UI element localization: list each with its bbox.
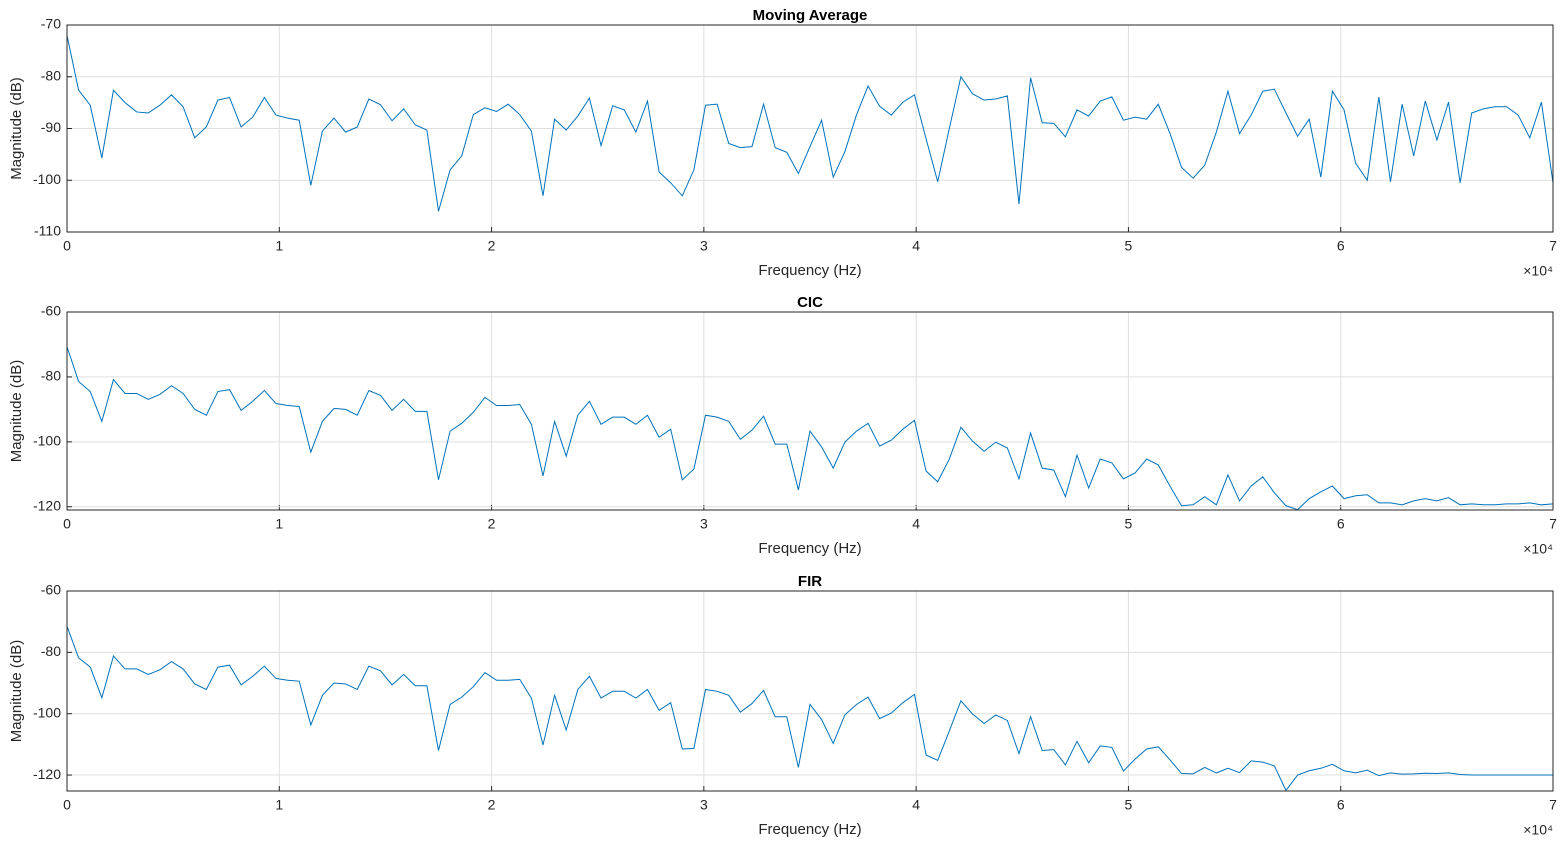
y-tick-label: -100 <box>33 704 61 720</box>
x-tick-label: 6 <box>1337 516 1345 532</box>
plot-area <box>67 591 1553 791</box>
x-tick-label: 0 <box>63 797 71 813</box>
axes-box <box>66 24 1554 233</box>
plot-area <box>67 312 1553 510</box>
y-tick-label: -60 <box>41 303 61 319</box>
chart-title: FIR <box>798 573 822 590</box>
x-tick-label: 4 <box>912 516 920 532</box>
x-tick-label: 5 <box>1125 516 1133 532</box>
x-tick-label: 5 <box>1125 238 1133 254</box>
x-tick-label: 0 <box>63 238 71 254</box>
x-tick-label: 7 <box>1549 238 1557 254</box>
y-tick-label: -100 <box>33 171 61 187</box>
y-tick-label: -70 <box>41 16 61 32</box>
x-tick-label: 2 <box>488 516 496 532</box>
chart-title: Moving Average <box>753 7 868 24</box>
y-tick-label: -120 <box>33 497 61 513</box>
y-tick-label: -110 <box>34 223 61 239</box>
x-tick-label: 3 <box>700 797 708 813</box>
x-tick-label: 5 <box>1125 797 1133 813</box>
x-tick-label: 7 <box>1549 797 1557 813</box>
x-exponent-label: ×10⁴ <box>1523 822 1553 838</box>
x-tick-label: 2 <box>488 238 496 254</box>
data-line <box>67 35 1553 212</box>
y-tick-label: -60 <box>41 582 61 598</box>
y-axis-label: Magnitude (dB) <box>8 360 25 463</box>
x-tick-label: 6 <box>1337 797 1345 813</box>
x-exponent-label: ×10⁴ <box>1523 541 1553 557</box>
axes-box <box>66 311 1554 511</box>
x-tick-label: 6 <box>1337 238 1345 254</box>
x-axis-label: Frequency (Hz) <box>758 821 861 838</box>
data-line <box>67 626 1553 791</box>
axes-box <box>66 590 1554 792</box>
x-tick-label: 4 <box>912 238 920 254</box>
y-tick-label: -80 <box>41 368 61 384</box>
x-tick-label: 1 <box>275 516 283 532</box>
x-tick-label: 2 <box>488 797 496 813</box>
y-tick-label: -100 <box>33 433 61 449</box>
x-tick-label: 0 <box>63 516 71 532</box>
x-tick-label: 1 <box>275 797 283 813</box>
y-tick-label: -80 <box>41 643 61 659</box>
x-axis-label: Frequency (Hz) <box>758 262 861 279</box>
x-tick-label: 1 <box>275 238 283 254</box>
x-exponent-label: ×10⁴ <box>1523 263 1553 279</box>
x-tick-label: 7 <box>1549 516 1557 532</box>
x-tick-label: 3 <box>700 516 708 532</box>
y-tick-label: -90 <box>41 119 61 135</box>
data-line <box>67 346 1553 510</box>
x-tick-label: 4 <box>912 797 920 813</box>
y-axis-label: Magnitude (dB) <box>8 640 25 743</box>
y-axis-label: Magnitude (dB) <box>8 77 25 180</box>
x-tick-label: 3 <box>700 238 708 254</box>
x-axis-label: Frequency (Hz) <box>758 540 861 557</box>
y-tick-label: -80 <box>41 67 61 83</box>
y-tick-label: -120 <box>33 766 61 782</box>
chart-title: CIC <box>797 294 823 311</box>
